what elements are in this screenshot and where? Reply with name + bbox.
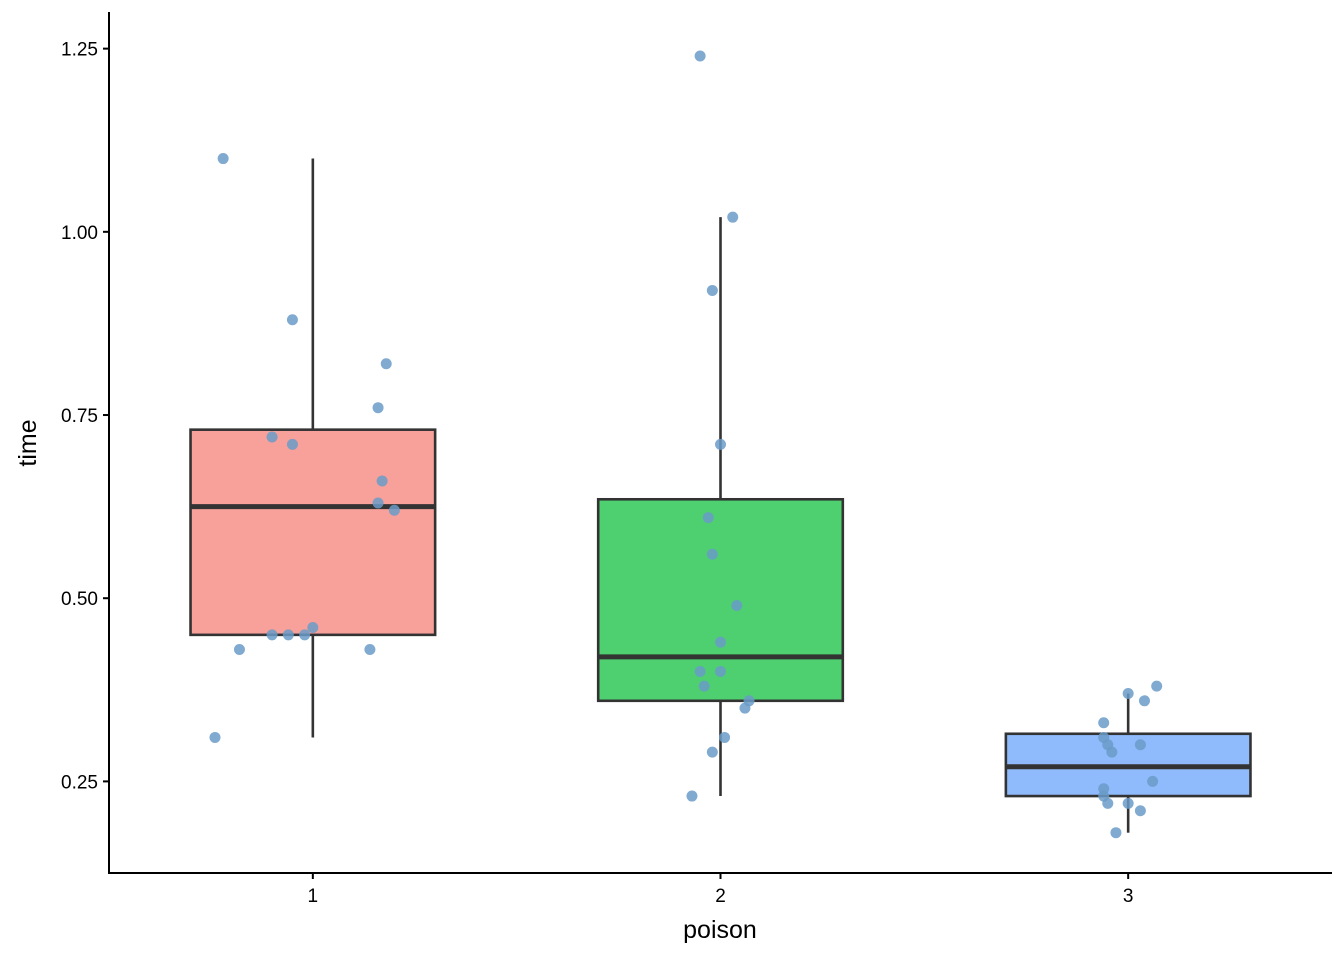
data-point-3-34 [1138,695,1150,707]
data-point-1-7 [372,497,384,509]
data-point-2-28 [739,702,751,714]
data-point-3-32 [1151,680,1163,692]
data-point-2-31 [686,790,698,802]
data-point-1-8 [388,504,400,516]
data-point-3-33 [1122,687,1134,699]
data-point-2-29 [719,731,731,743]
data-point-1-9 [307,622,319,634]
x-tick-label-1: 1 [308,886,319,907]
data-point-2-16 [694,50,706,62]
data-point-1-4 [266,431,278,443]
data-point-2-21 [706,548,718,560]
x-ticks-layer: 1 2 3 [308,873,1134,907]
data-point-1-10 [299,629,311,641]
y-axis-title: time [14,419,42,466]
x-tick-label-3: 3 [1123,886,1134,907]
data-point-1-0 [217,153,229,165]
data-point-1-2 [380,358,392,370]
box-1 [189,428,437,637]
data-point-2-19 [715,438,726,450]
data-point-1-5 [286,438,298,450]
y-tick-label-0: 0.25 [61,772,98,793]
data-point-2-20 [702,512,714,524]
data-point-1-1 [286,314,298,326]
data-point-1-14 [364,644,376,656]
x-tick-label-2: 2 [715,886,726,907]
data-point-3-43 [1102,797,1114,809]
data-point-3-45 [1134,805,1146,817]
data-point-1-3 [372,402,384,414]
data-point-2-17 [727,211,739,223]
data-point-2-23 [715,636,726,648]
y-tick-label-2: 0.75 [61,406,98,427]
data-point-3-35 [1098,717,1110,729]
data-point-1-6 [376,475,388,487]
data-point-1-11 [282,629,294,641]
x-axis-title: poison [683,916,757,944]
box-group-3 [1004,693,1252,833]
data-point-2-24 [715,665,726,677]
data-point-3-38 [1134,739,1146,751]
data-point-2-18 [706,284,718,296]
box-group-2 [596,217,845,797]
data-point-2-30 [706,746,718,758]
data-point-3-44 [1122,797,1134,809]
points-layer [209,50,1163,839]
data-point-2-22 [731,600,743,612]
data-point-2-25 [694,665,706,677]
data-point-2-26 [698,680,710,692]
data-point-1-15 [209,731,221,743]
y-tick-label-1: 0.50 [61,589,98,610]
data-point-3-39 [1106,746,1118,758]
data-point-3-40 [1147,775,1159,787]
box-group-1 [189,158,437,738]
data-point-1-13 [233,644,245,656]
y-tick-label-4: 1.25 [61,40,98,61]
y-ticks-layer: 0.25 0.50 0.75 1.00 1.25 [61,40,109,793]
y-tick-label-3: 1.00 [61,223,98,244]
boxes-layer [189,158,1252,833]
data-point-1-12 [266,629,278,641]
data-point-3-46 [1110,827,1122,839]
